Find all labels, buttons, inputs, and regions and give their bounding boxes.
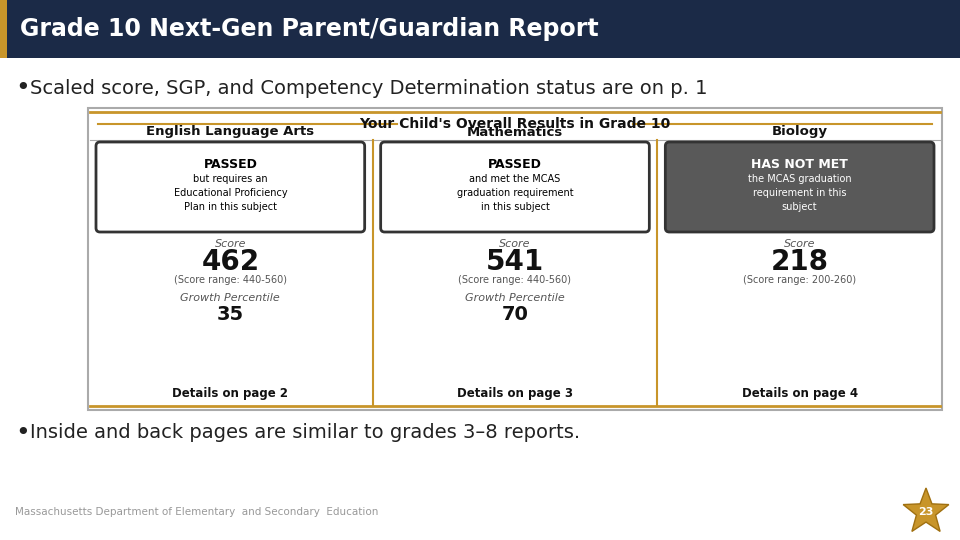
Text: the MCAS graduation
requirement in this
subject: the MCAS graduation requirement in this … (748, 174, 852, 212)
Text: Score: Score (499, 239, 531, 249)
Text: 541: 541 (486, 248, 544, 276)
Text: Grade 10 Next-Gen Parent/Guardian Report: Grade 10 Next-Gen Parent/Guardian Report (20, 17, 599, 41)
FancyBboxPatch shape (88, 108, 942, 410)
Text: and met the MCAS
graduation requirement
in this subject: and met the MCAS graduation requirement … (457, 174, 573, 212)
Polygon shape (903, 488, 948, 531)
Text: Details on page 2: Details on page 2 (173, 388, 288, 401)
FancyBboxPatch shape (0, 0, 7, 58)
Text: 35: 35 (217, 305, 244, 323)
Text: HAS NOT MET: HAS NOT MET (752, 159, 848, 172)
FancyBboxPatch shape (665, 142, 934, 232)
Text: Growth Percentile: Growth Percentile (180, 293, 280, 303)
FancyBboxPatch shape (0, 0, 960, 58)
Text: Biology: Biology (772, 125, 828, 138)
Text: (Score range: 440-560): (Score range: 440-560) (459, 275, 571, 285)
Text: Mathematics: Mathematics (467, 125, 564, 138)
Text: 462: 462 (202, 248, 259, 276)
Text: Growth Percentile: Growth Percentile (466, 293, 564, 303)
Text: 70: 70 (501, 305, 528, 323)
Text: Score: Score (784, 239, 815, 249)
Text: PASSED: PASSED (488, 159, 542, 172)
Text: (Score range: 200-260): (Score range: 200-260) (743, 275, 856, 285)
Text: Your Child's Overall Results in Grade 10: Your Child's Overall Results in Grade 10 (359, 117, 671, 131)
Text: Massachusetts Department of Elementary  and Secondary  Education: Massachusetts Department of Elementary a… (15, 507, 378, 517)
Text: Score: Score (215, 239, 246, 249)
Text: 218: 218 (771, 248, 828, 276)
Text: •: • (15, 76, 30, 100)
Text: Scaled score, SGP, and Competency Determination status are on p. 1: Scaled score, SGP, and Competency Determ… (30, 78, 708, 98)
Text: Details on page 3: Details on page 3 (457, 388, 573, 401)
Text: but requires an
Educational Proficiency
Plan in this subject: but requires an Educational Proficiency … (174, 174, 287, 212)
Text: Details on page 4: Details on page 4 (742, 388, 857, 401)
FancyBboxPatch shape (96, 142, 365, 232)
Text: (Score range: 440-560): (Score range: 440-560) (174, 275, 287, 285)
FancyBboxPatch shape (381, 142, 649, 232)
Text: Inside and back pages are similar to grades 3–8 reports.: Inside and back pages are similar to gra… (30, 423, 580, 442)
Text: •: • (15, 421, 30, 445)
Text: PASSED: PASSED (204, 159, 257, 172)
Text: English Language Arts: English Language Arts (146, 125, 314, 138)
Text: 23: 23 (919, 507, 934, 517)
